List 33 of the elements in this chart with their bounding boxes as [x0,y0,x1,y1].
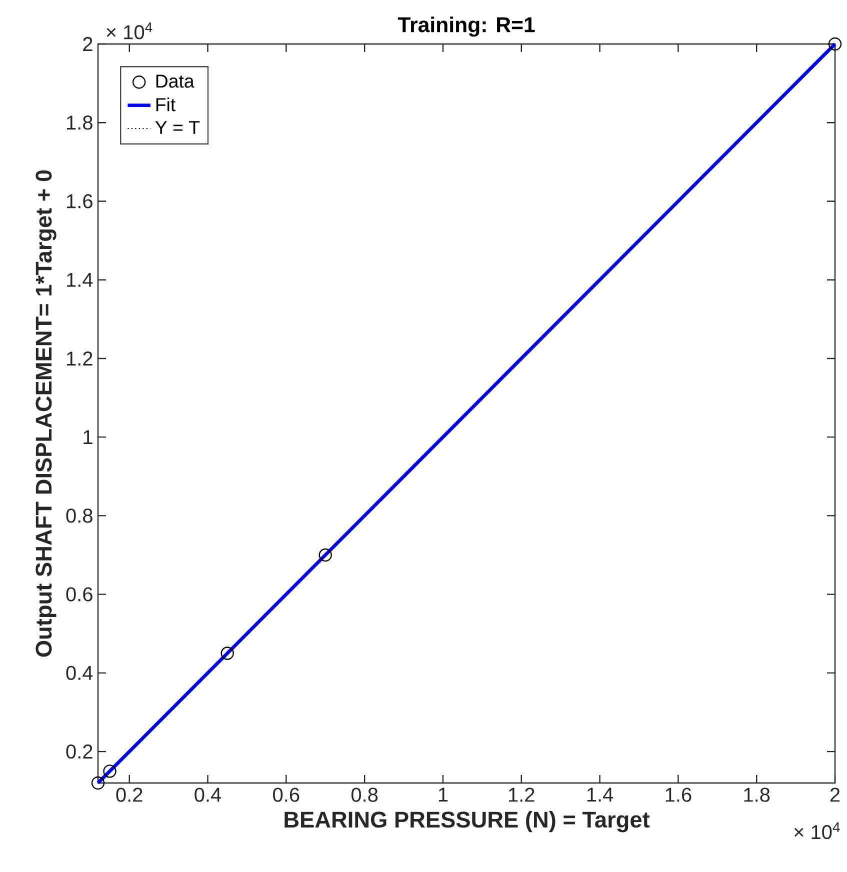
y-tick-label: 1.2 [67,351,92,366]
y-axis-title: Output SHAFT DISPLACEMENT= 1*Target + 0 [36,170,56,657]
legend-label: Y = T [155,121,200,134]
point [103,764,116,778]
y-tick-label: 1 [84,430,92,444]
y-tick-label: 1.6 [67,194,92,208]
y-tick-label: 2 [83,37,92,51]
x-tick-label: 1 [438,788,448,802]
point [220,646,234,660]
x-tick-label: 1.6 [666,788,692,802]
x-axis-title: BEARING PRESSURE (N) = Target [284,811,650,832]
x-tick-label: 0.8 [351,788,378,802]
x-tick-label: 1.4 [587,788,614,802]
legend-label: Data [156,74,194,88]
x-tick-label: 0.4 [194,788,222,802]
legend-label: Fit [156,98,176,112]
point [91,776,105,790]
y-tick-label: 0.6 [66,587,92,602]
x-tick-label: 0.2 [116,788,142,802]
y-tick-label: 0.8 [66,508,92,523]
x-tick-label: 1.2 [509,788,534,802]
y-tick-label: 0.4 [66,666,93,680]
point [828,37,842,51]
text: × 10$^{4}$ [106,22,152,40]
x-tick-label: 1.8 [744,788,770,802]
x-tick-label: 0.6 [273,788,300,802]
y-tick-label: 0.2 [66,744,92,759]
y-tick-label: 1.8 [67,116,92,130]
x-tick-label: 2 [830,788,840,802]
point [318,548,332,562]
text: × 10$^{4}$ [794,822,840,840]
chart-title: Training: R=1 [398,16,535,37]
y-tick-label: 1.4 [67,272,93,287]
